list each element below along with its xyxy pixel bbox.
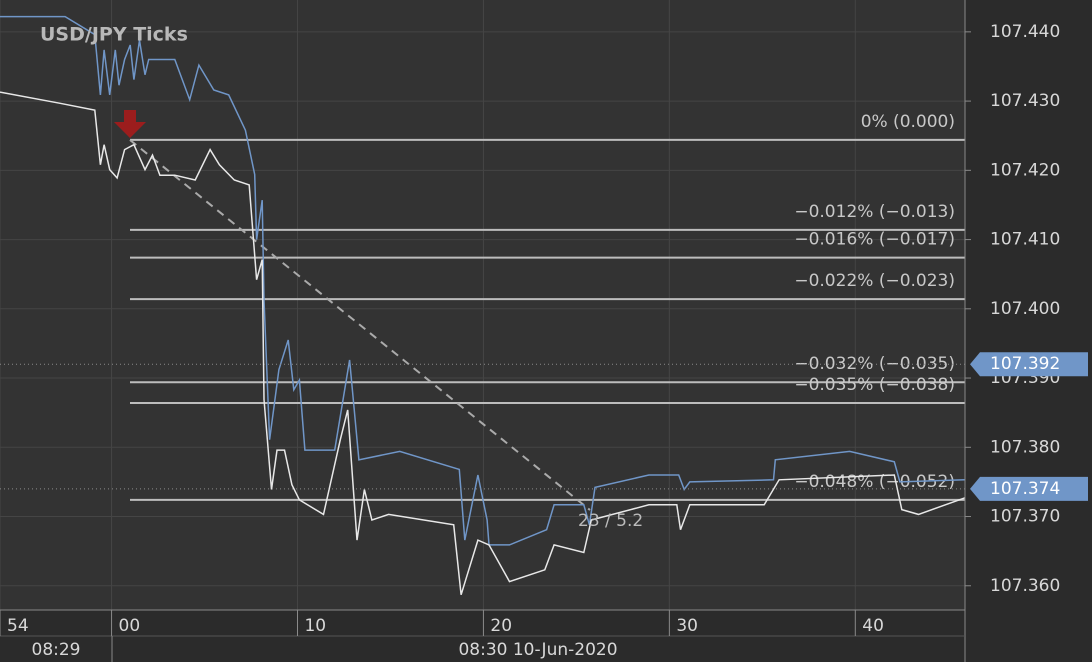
- x-tick-label: 30: [676, 616, 698, 636]
- arrow-marker: [114, 110, 146, 138]
- price-marker-label: 107.374: [990, 479, 1060, 499]
- y-tick-label: 107.370: [990, 507, 1060, 527]
- x-tick-label: 10: [304, 616, 326, 636]
- x-tick-label: 00: [119, 616, 141, 636]
- level-label: −0.032% (−0.035): [794, 354, 955, 374]
- grid: [0, 0, 965, 610]
- level-label: −0.035% (−0.038): [794, 375, 955, 395]
- level-label: −0.022% (−0.023): [794, 271, 955, 291]
- y-tick-label: 107.420: [990, 160, 1060, 180]
- levels: 0% (0.000) −0.012% (−0.013) −0.016% (−0.01…: [130, 112, 965, 501]
- y-tick-label: 107.380: [990, 437, 1060, 457]
- plot-area: [0, 0, 965, 610]
- price-line: [0, 15, 966, 546]
- y-tick-label: 107.360: [990, 576, 1060, 596]
- y-tick-label: 107.410: [990, 230, 1060, 250]
- chart-title: USD/JPY Ticks: [40, 24, 188, 46]
- annotation: 23 / 5.2: [578, 511, 643, 531]
- price-marker-box: [970, 352, 1088, 377]
- trend-line: [129, 139, 591, 511]
- price-marker-box: [970, 476, 1088, 501]
- x-tick-label: 40: [862, 616, 884, 636]
- time-label: 08:30 10-Jun-2020: [458, 640, 617, 660]
- lines: [0, 15, 966, 596]
- level-label: −0.016% (−0.017): [794, 230, 955, 250]
- level-label: 0% (0.000): [861, 112, 955, 132]
- level-label: −0.012% (−0.013): [794, 202, 955, 222]
- price-line: [0, 91, 966, 596]
- time-label: 08:29: [32, 640, 81, 660]
- level-label: −0.048% (−0.052): [794, 472, 955, 492]
- y-tick-label: 107.430: [990, 91, 1060, 111]
- x-tick-label: 54: [7, 616, 29, 636]
- y-tick-label: 107.440: [990, 22, 1060, 42]
- axes: 107.440 107.430 107.420 107.410 107.400 107.3…: [0, 22, 1088, 636]
- y-tick-label: 107.400: [990, 299, 1060, 319]
- x-tick-label: 20: [490, 616, 512, 636]
- price-marker-label: 107.392: [990, 354, 1060, 374]
